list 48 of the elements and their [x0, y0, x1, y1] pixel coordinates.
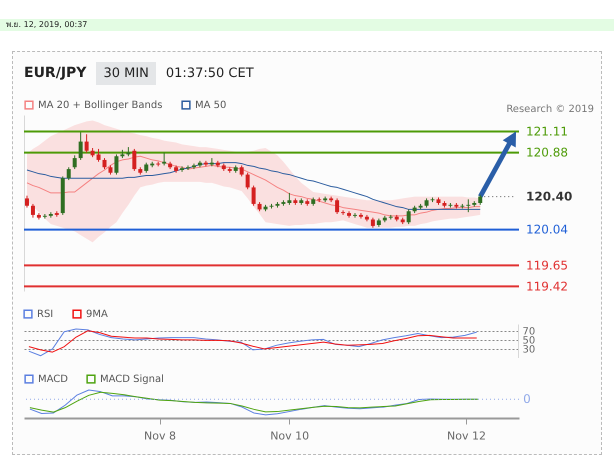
candlestick	[240, 164, 244, 177]
ref-line-label: 119.65	[526, 258, 568, 272]
text: 0	[523, 392, 531, 406]
chart-subtitle: 30 MIN	[96, 62, 156, 84]
candlestick	[90, 148, 95, 158]
candlestick	[72, 154, 77, 170]
text: 01:37:50 CET	[166, 66, 254, 80]
legend-label: 9MA	[86, 309, 108, 320]
text: 120.40	[526, 190, 572, 204]
candlestick	[246, 172, 250, 190]
candlestick	[102, 158, 107, 170]
candlestick	[96, 148, 101, 162]
candlestick	[424, 198, 429, 208]
text: Research © 2019	[506, 104, 594, 115]
candlestick	[126, 146, 130, 157]
candlestick	[466, 198, 470, 213]
candlestick	[406, 208, 411, 225]
legend-label: MACD Signal	[100, 374, 164, 386]
ref-line-label: 121.11	[526, 124, 568, 138]
x-tick-label: Nov 12	[446, 430, 486, 442]
candlestick	[84, 134, 89, 154]
y-tick-label: 70	[522, 326, 536, 338]
legend-label: MA 50	[195, 100, 226, 112]
candlestick	[78, 132, 83, 160]
text: พ.ย. 12, 2019, 00:37	[0, 19, 614, 31]
ref-line-label: 120.88	[526, 146, 568, 160]
chart-title: EUR/JPY	[24, 65, 86, 81]
y-tick-label: 50	[522, 335, 536, 346]
candlestick	[370, 217, 375, 228]
candlestick	[30, 203, 35, 218]
candlestick	[335, 198, 340, 214]
ref-line-label: 119.42	[526, 279, 568, 294]
candlestick	[478, 194, 482, 206]
candlestick	[258, 202, 262, 212]
candlestick	[114, 154, 118, 176]
ref-line-label: 120.04	[526, 222, 568, 237]
candlestick	[132, 148, 136, 172]
x-tick-label: Nov 10	[270, 430, 310, 442]
candlestick	[24, 195, 29, 208]
candlestick	[252, 185, 256, 206]
candlestick	[287, 192, 292, 206]
legend-label: MA 20 + Bollinger Bands	[38, 100, 162, 112]
y-tick-label: 30	[522, 344, 536, 356]
legend-label: RSI	[37, 309, 54, 320]
candlestick	[66, 166, 71, 181]
candlestick	[108, 164, 112, 176]
legend-label: MACD	[38, 374, 68, 386]
x-tick-label: Nov 8	[144, 430, 176, 442]
